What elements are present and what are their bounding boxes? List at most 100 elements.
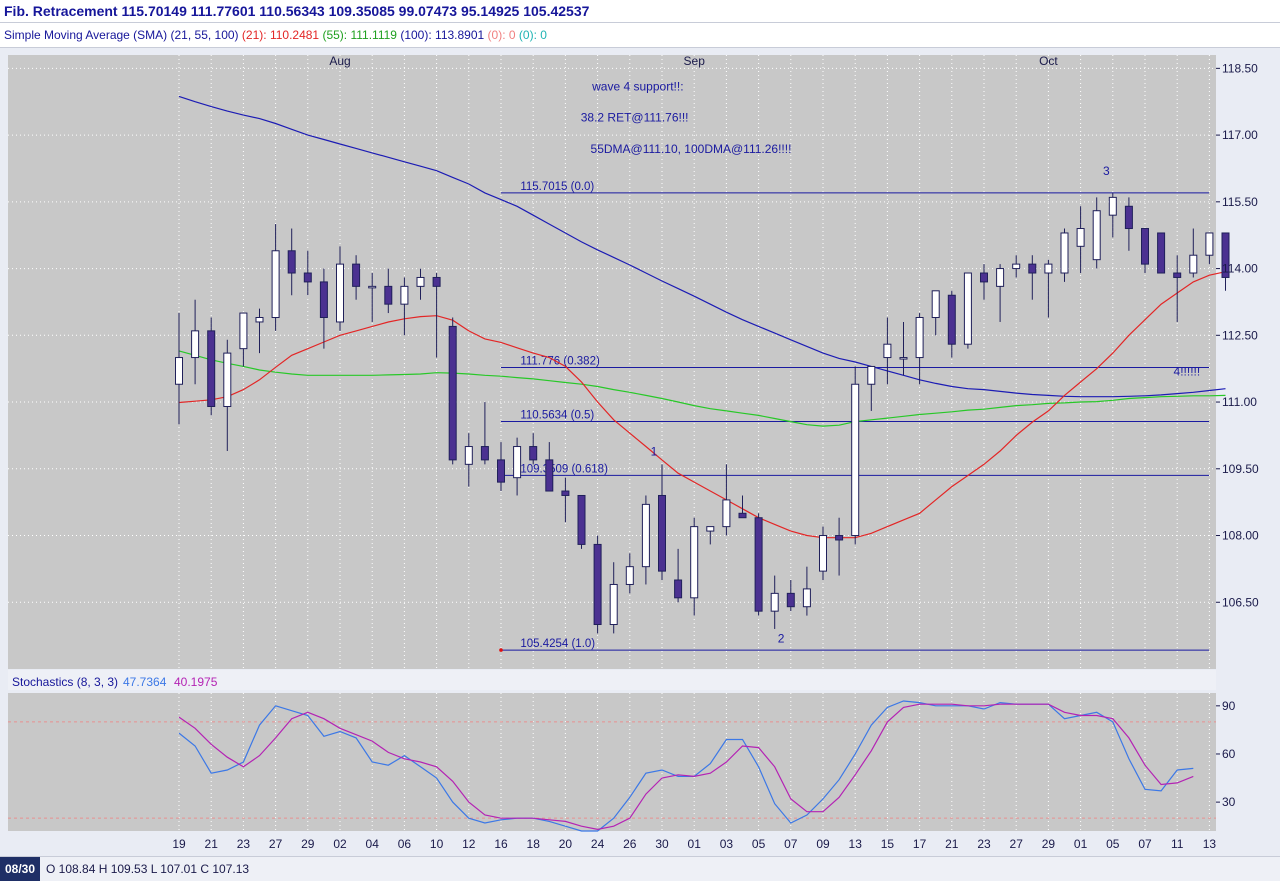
- candle-body-up: [1205, 232, 1214, 256]
- candle-body-down: [561, 490, 570, 496]
- month-label: Oct: [1039, 54, 1058, 68]
- x-tick-label: 27: [269, 837, 283, 851]
- x-tick-label: 09: [816, 837, 830, 851]
- candle-body-down: [480, 446, 489, 461]
- candle-body-up: [931, 290, 940, 319]
- candle-body-up: [899, 357, 908, 360]
- candle-body-down: [674, 579, 683, 599]
- sma55-value: 111.1119: [350, 28, 397, 42]
- candle-body-up: [416, 276, 425, 287]
- x-tick-label: 05: [1106, 837, 1120, 851]
- price-tick-label: 108.00: [1222, 529, 1259, 543]
- month-label: Aug: [329, 54, 350, 68]
- sma55-line: [178, 350, 1226, 427]
- candle-body-up: [1076, 228, 1085, 247]
- candle-body-down: [738, 512, 747, 519]
- candle-body-up: [1012, 263, 1021, 270]
- fib-level-label: 110.5634 (0.5): [520, 409, 594, 421]
- price-tick-label: 112.50: [1222, 328, 1258, 342]
- sma55-label: (55):: [322, 28, 348, 42]
- candle-body-up: [706, 526, 715, 532]
- candle-body-up: [802, 588, 811, 608]
- candle-body-up: [513, 446, 522, 479]
- status-bar: 08/30 O 108.84 H 109.53 L 107.01 C 107.1…: [0, 856, 1280, 881]
- candle-body-down: [529, 446, 538, 461]
- cursor-date: 08/30: [0, 857, 40, 881]
- candle-body-up: [867, 365, 876, 385]
- x-tick-label: 05: [752, 837, 766, 851]
- candle-body-down: [287, 250, 296, 274]
- candle-body-up: [609, 583, 618, 626]
- sma21-value: 110.2481: [269, 28, 320, 42]
- candle-body-down: [835, 535, 844, 541]
- candle-body-down: [754, 517, 763, 612]
- sma-name: Simple Moving Average (SMA) (21, 55, 100…: [4, 28, 239, 42]
- candle-body-down: [384, 285, 393, 305]
- fib-title-bar: Fib. Retracement 115.70149 111.77601 110…: [0, 0, 1280, 23]
- candle-body-up: [722, 499, 731, 528]
- x-tick-label: 03: [720, 837, 734, 851]
- candle-body-down: [303, 272, 312, 283]
- stoch-legend-k: 47.7364: [123, 675, 167, 689]
- x-tick-label: 26: [623, 837, 637, 851]
- candle-body-down: [1124, 205, 1133, 230]
- candle-body-up: [690, 526, 699, 599]
- candle-body-up: [255, 317, 264, 323]
- x-tick-label: 21: [205, 837, 219, 851]
- chart-annotation: 38.2 RET@111.76!!!: [581, 111, 689, 125]
- x-tick-label: 30: [655, 837, 669, 851]
- stoch-d-line: [178, 703, 1194, 831]
- x-tick-label: 29: [1042, 837, 1056, 851]
- extra-ind-1: (0): 0: [487, 28, 516, 42]
- x-tick-label: 29: [301, 837, 315, 851]
- sma-legend-bar: Simple Moving Average (SMA) (21, 55, 100…: [0, 23, 1280, 48]
- chart-annotation: wave 4 support!!:: [591, 80, 683, 94]
- stoch-tick-label: 30: [1222, 795, 1236, 809]
- chart-annotation: 1: [651, 444, 658, 458]
- candle-body-down: [352, 263, 361, 287]
- price-tick-label: 106.50: [1222, 595, 1259, 609]
- candle-body-down: [980, 272, 988, 283]
- x-tick-label: 13: [1203, 837, 1217, 851]
- candle-body-down: [1221, 232, 1230, 278]
- chart-annotation: 55DMA@111.10, 100DMA@111.26!!!!: [591, 142, 792, 156]
- cursor-ohlc: O 108.84 H 109.53 L 107.01 C 107.13: [46, 862, 250, 876]
- x-tick-label: 01: [688, 837, 702, 851]
- x-tick-label: 15: [881, 837, 895, 851]
- fib-level-label: 115.7015 (0.0): [520, 181, 594, 193]
- candle-body-up: [175, 357, 183, 385]
- sma21-line: [178, 271, 1226, 539]
- stoch-legend-d: 40.1975: [174, 675, 218, 689]
- candle-body-down: [1028, 263, 1037, 274]
- x-tick-label: 17: [913, 837, 927, 851]
- candle-body-up: [1189, 254, 1198, 274]
- price-tick-label: 114.00: [1222, 262, 1258, 276]
- candle-body-up: [1044, 263, 1053, 274]
- candle-body-down: [497, 459, 505, 483]
- x-tick-label: 02: [333, 837, 347, 851]
- candle-body-up: [819, 535, 827, 572]
- candle-body-down: [1173, 272, 1182, 278]
- x-tick-label: 06: [398, 837, 412, 851]
- price-chart[interactable]: Stochastics (8, 3, 3) 47.7364 40.1975 11…: [0, 48, 1280, 856]
- x-tick-label: 13: [849, 837, 863, 851]
- candle-body-up: [1108, 196, 1117, 216]
- candle-body-up: [851, 383, 860, 537]
- chart-annotation: 4!!!!!!: [1174, 364, 1201, 378]
- price-tick-label: 115.50: [1222, 195, 1258, 209]
- x-tick-label: 23: [977, 837, 991, 851]
- candle-body-down: [786, 592, 795, 608]
- fib-level-label: 109.3509 (0.618): [520, 463, 608, 475]
- fib-anchor-dot: [499, 648, 503, 652]
- candle-body-up: [239, 312, 248, 350]
- candle-body-up: [641, 503, 650, 568]
- x-tick-label: 11: [1171, 837, 1184, 851]
- stoch-legend-name: Stochastics (8, 3, 3): [12, 675, 118, 689]
- candle-body-down: [593, 543, 602, 626]
- candle-body-up: [1060, 232, 1069, 274]
- x-tick-label: 20: [559, 837, 573, 851]
- candle-body-up: [368, 285, 377, 289]
- candle-body-down: [545, 459, 554, 492]
- chart-annotation: 2: [778, 631, 785, 645]
- x-tick-label: 18: [527, 837, 541, 851]
